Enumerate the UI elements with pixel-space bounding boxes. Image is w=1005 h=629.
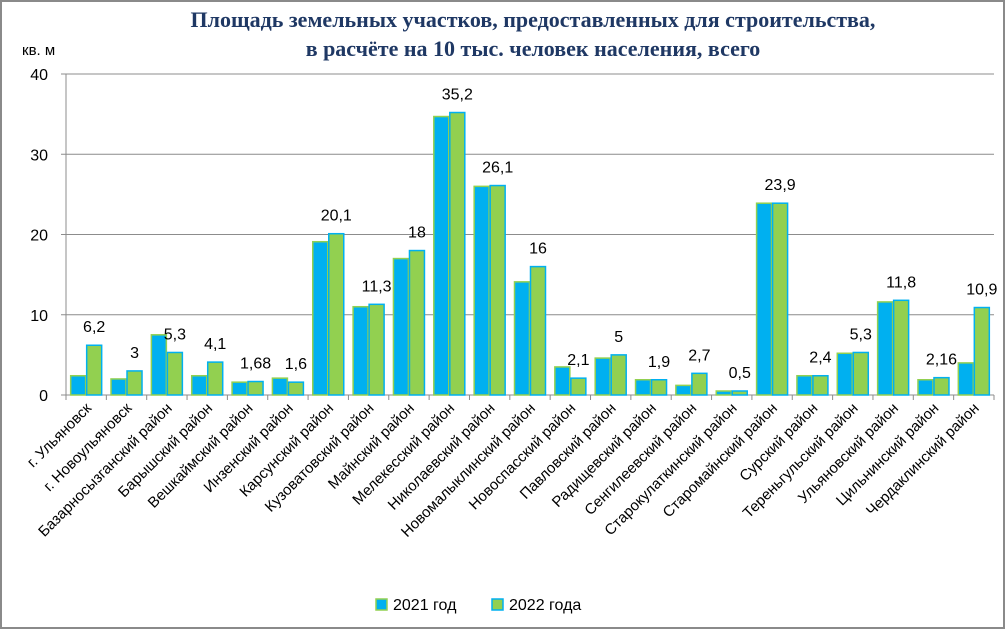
legend-label-2022: 2022 года [509,597,581,614]
bar-2021 [433,115,450,396]
data-label: 23,9 [765,177,796,194]
bar-2021 [755,202,773,396]
bar-2021 [594,357,611,396]
bar-2021 [392,257,410,396]
bar-2021 [473,185,490,396]
data-label: 0,5 [729,365,751,382]
bar-2022 [206,361,224,396]
legend-swatch-2021 [375,598,388,611]
bar-2021 [836,352,854,396]
legend-swatch-2022 [491,598,504,611]
bar-2021 [917,379,934,396]
bar-2021 [554,366,571,396]
y-axis-unit-label: кв. м [22,42,55,59]
y-tick-label: 0 [39,388,48,405]
bar-2022 [529,265,547,396]
bar-2022 [731,390,748,396]
data-label: 18 [408,225,426,242]
bar-2022 [287,381,305,396]
bar-2022 [368,303,385,396]
data-label: 16 [529,241,547,258]
bar-2022 [449,111,466,396]
bar-2021 [675,384,692,396]
y-tick-label: 40 [30,67,48,84]
bar-2021 [69,374,87,396]
bar-2021 [271,377,289,396]
bar-2022 [691,372,708,396]
bar-2021 [513,281,531,396]
bar-2021 [715,390,732,396]
bar-2022 [933,376,950,396]
data-label: 26,1 [482,160,513,177]
bar-2022 [328,232,345,396]
data-label: 1,6 [285,356,307,373]
bar-2022 [489,184,506,396]
bar-2021 [312,240,329,396]
bar-2022 [812,374,829,396]
bar-2021 [634,379,652,396]
chart-title: Площадь земельных участков, предоставлен… [191,7,876,32]
data-label: 6,2 [83,319,105,336]
bar-2022 [973,306,991,396]
data-label: 2,7 [688,347,710,364]
bar-2022 [570,377,587,396]
bar-2022 [610,354,627,396]
bar-2022 [166,351,184,396]
data-label: 10,9 [966,282,997,299]
y-tick-label: 10 [30,308,48,325]
bar-2022 [852,351,870,396]
data-label: 5,3 [164,326,186,343]
bars [69,111,991,396]
y-tick-label: 30 [30,147,48,164]
bar-2022 [650,379,668,396]
data-labels: 6,2 3 5,3 4,1 1,68 1,6 20,1 11,3 18 35,2 26,1 16 2,1… [83,87,997,382]
bar-2022 [408,249,426,396]
data-label: 2,4 [809,350,831,367]
bar-2022 [85,344,103,396]
bar-2021 [796,374,813,396]
legend-label-2021: 2021 год [393,597,457,614]
data-label: 35,2 [442,87,473,104]
bar-2022 [126,370,143,396]
bar-2022 [771,202,789,396]
bar-2022 [247,380,264,396]
bar-2021 [190,374,208,396]
data-label: 4,1 [204,336,226,353]
data-label: 1,68 [240,356,271,373]
bar-2022 [892,299,910,396]
data-label: 11,3 [362,278,392,295]
bar-2021 [876,301,894,396]
bar-2021 [957,362,975,396]
bar-2021 [231,381,248,396]
bar-2021 [150,334,168,396]
data-label: 5 [614,329,623,346]
legend: 2021 год 2022 года [375,597,581,614]
bar-2021 [110,378,127,396]
data-label: 2,16 [926,352,957,369]
data-label: 2,1 [567,352,589,369]
data-label: 1,9 [648,354,670,371]
data-label: 11,8 [886,274,916,291]
bar-2021 [352,305,369,396]
data-label: 5,3 [850,326,872,343]
y-tick-label: 20 [30,228,48,245]
data-label: 20,1 [321,208,352,225]
chart-subtitle: в расчёте на 10 тыс. человек населения, … [306,36,761,61]
data-label: 3 [130,345,139,362]
